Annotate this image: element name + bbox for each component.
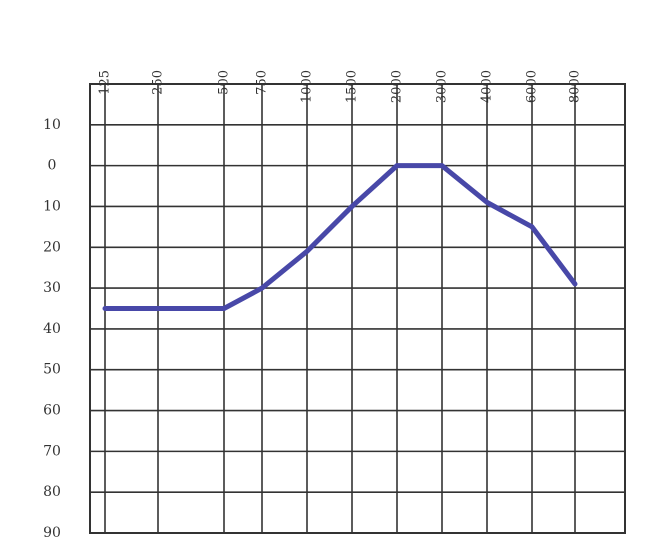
x-tick-label: 250 — [151, 70, 166, 95]
y-tick-label: 90 — [43, 525, 61, 541]
y-tick-label: 50 — [43, 362, 61, 378]
y-tick-label: 0 — [48, 158, 57, 174]
y-tick-label: 30 — [43, 280, 61, 296]
y-tick-label: 20 — [43, 239, 61, 255]
x-tick-label: 500 — [217, 70, 232, 95]
y-tick-label: 10 — [43, 198, 61, 214]
x-tick-label: 750 — [255, 70, 270, 95]
y-tick-label: 10 — [43, 117, 61, 133]
data-line — [102, 163, 578, 311]
x-tick-label: 125 — [98, 70, 113, 95]
y-tick-label: 60 — [43, 403, 61, 419]
y-tick-label: 70 — [43, 443, 61, 459]
y-tick-label: 80 — [43, 484, 61, 500]
y-tick-label: 40 — [43, 321, 61, 337]
